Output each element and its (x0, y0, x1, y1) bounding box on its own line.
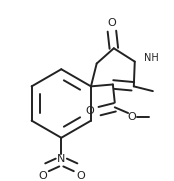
Text: O: O (38, 171, 47, 181)
Text: NH: NH (144, 53, 159, 63)
Text: O: O (108, 18, 116, 28)
Text: O: O (86, 106, 94, 116)
Text: O: O (76, 171, 85, 181)
Text: N: N (57, 154, 65, 164)
Text: O: O (128, 112, 136, 122)
